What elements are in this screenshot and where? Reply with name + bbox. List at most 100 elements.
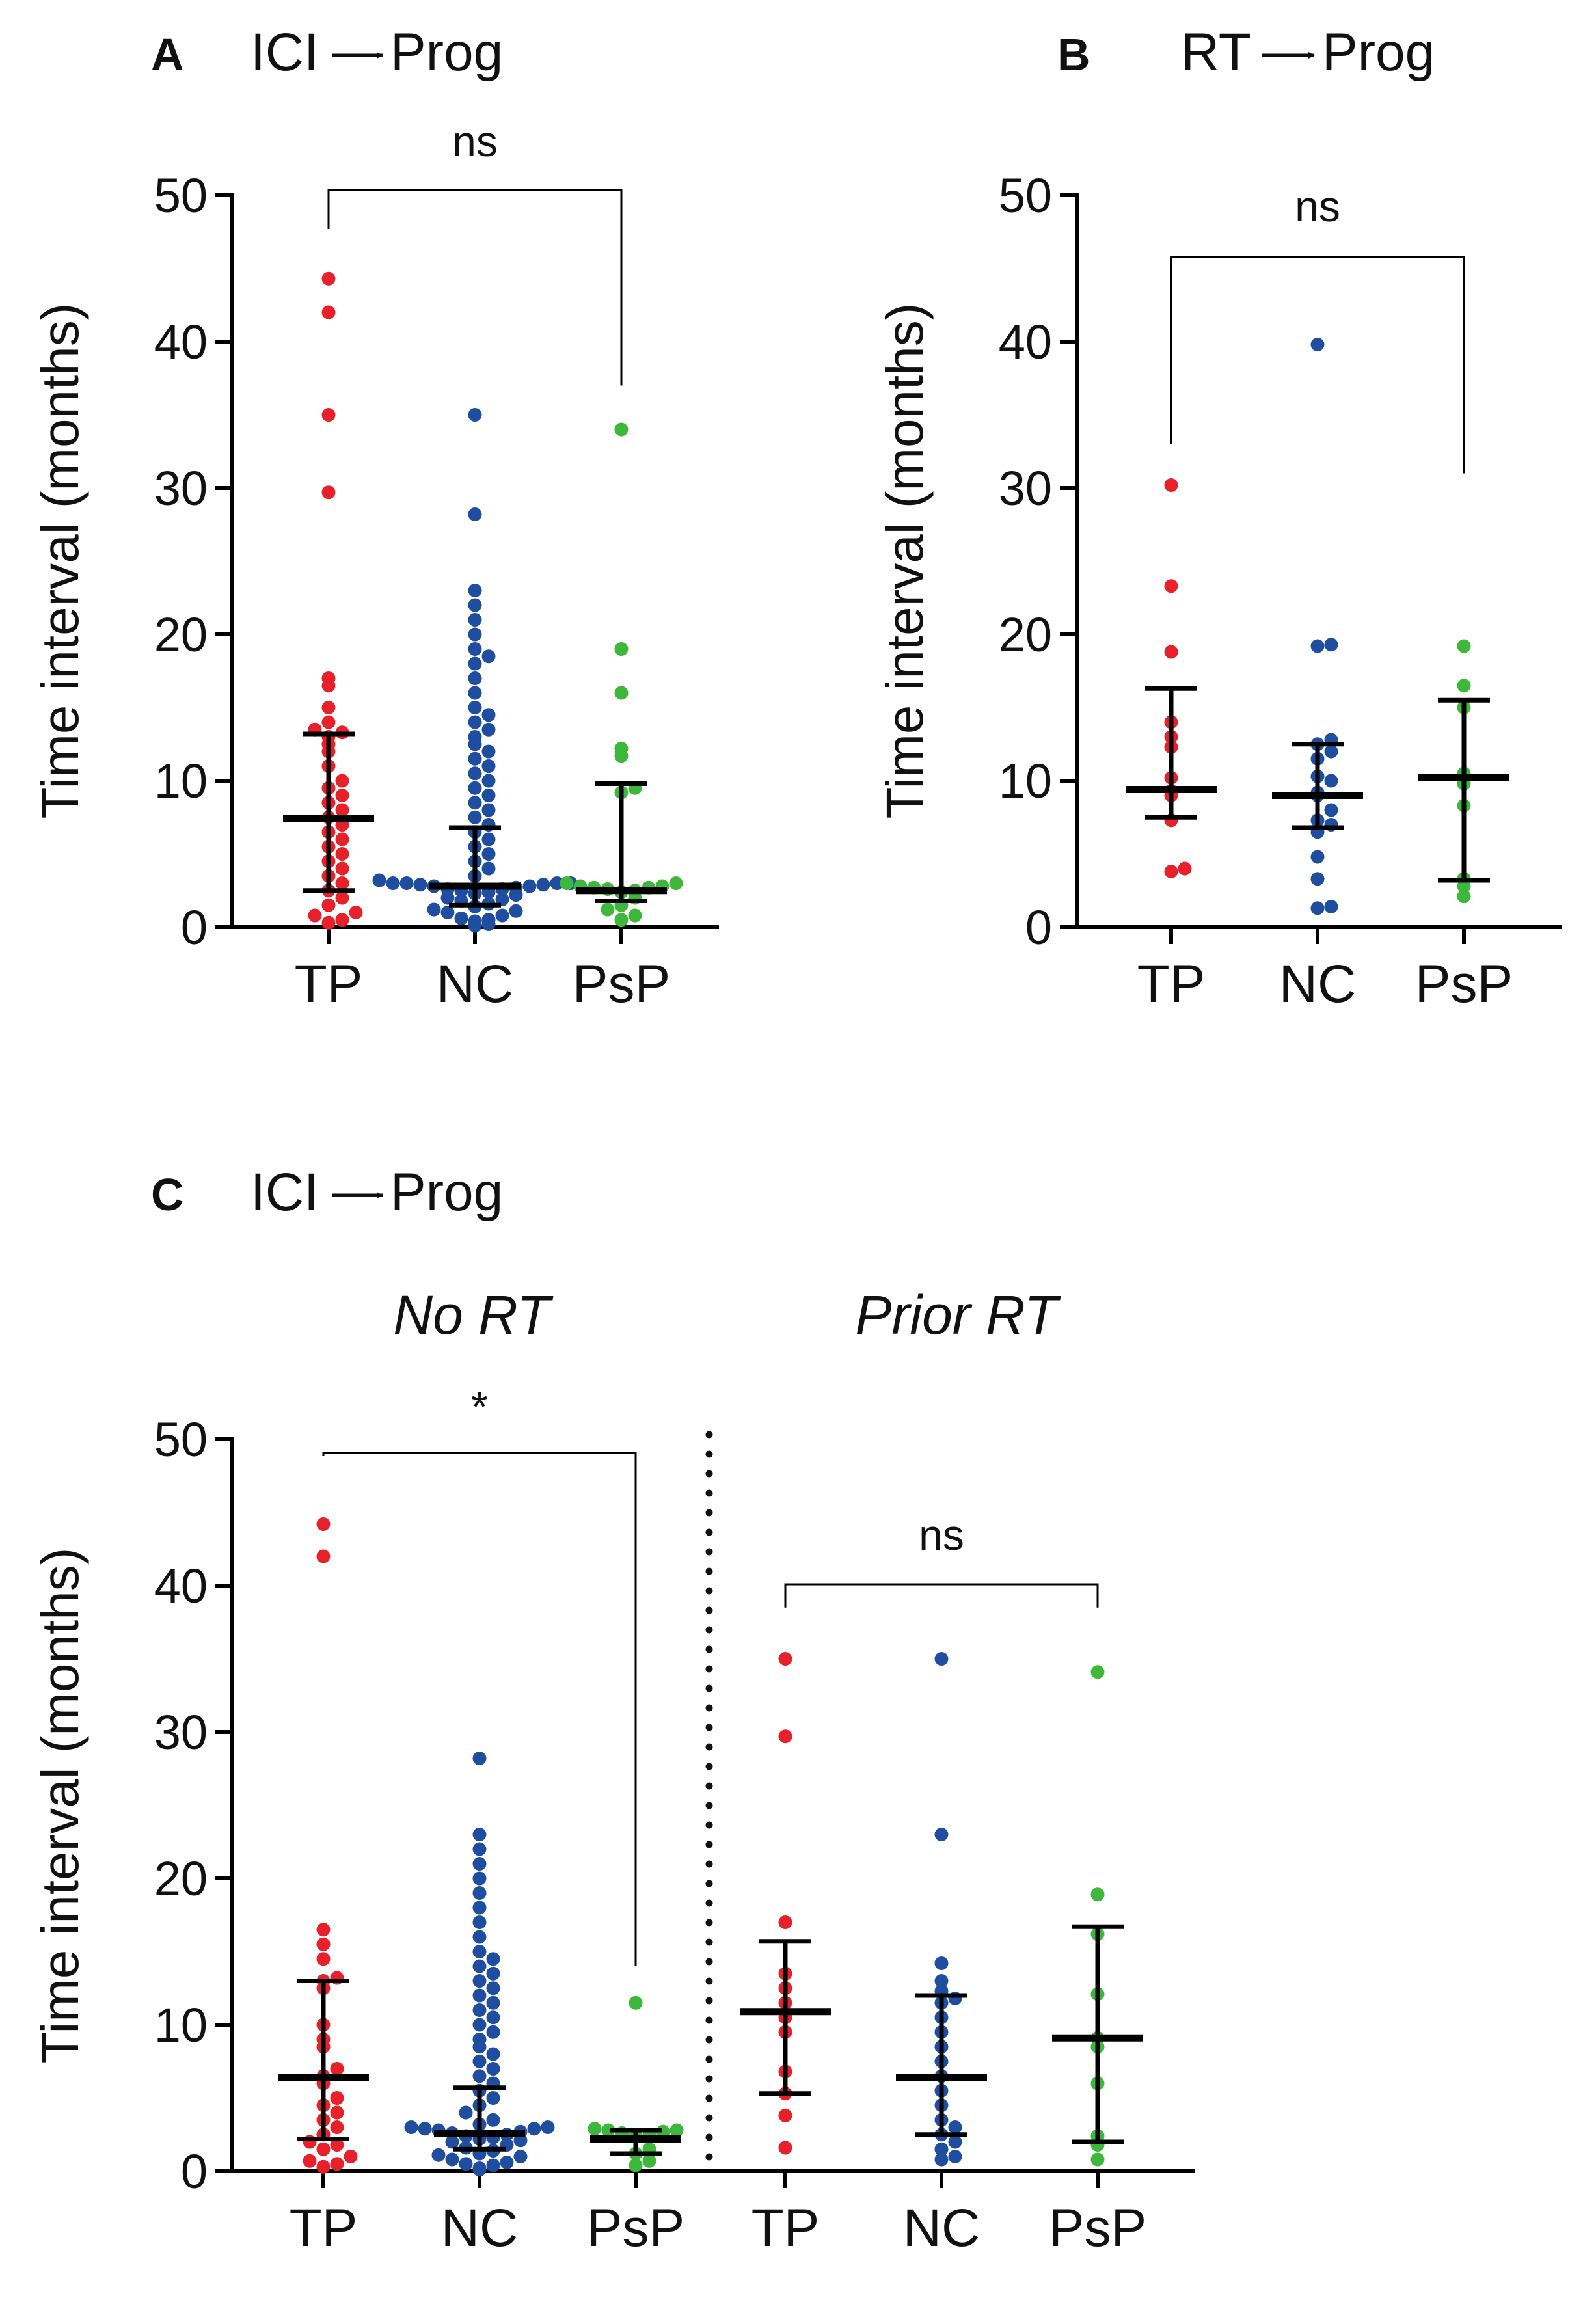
group-psp [1418,639,1509,904]
significance-bracket [327,189,623,386]
data-point [614,642,629,656]
data-point [330,2157,344,2171]
data-point [614,742,629,755]
data-point [335,913,349,927]
data-point [486,1952,500,1966]
data-point [321,715,336,729]
data-point [1310,850,1325,864]
data-point [481,913,496,927]
data-point [541,2120,555,2134]
y-tick-label: 10 [154,754,208,808]
data-point [316,1517,331,1531]
data-point [472,2018,487,2032]
data-point [468,408,482,422]
data-point [330,2138,344,2152]
data-point [472,1945,487,1958]
data-point [472,1842,487,1856]
significance-label: ns [452,117,498,165]
panel-b-title-left: RT [1181,23,1251,82]
panel-b-label: B [1057,29,1090,80]
data-point [481,759,496,773]
data-point [1164,478,1178,492]
data-point [509,904,523,918]
data-point [321,271,336,286]
y-tick-label: 30 [154,1705,208,1759]
data-point [321,915,336,930]
y-tick-label: 20 [999,608,1052,662]
data-point [468,781,482,795]
group-tp [740,1652,831,2155]
data-point [468,686,482,700]
data-point [934,1974,949,1988]
significance-label: ns [919,1511,964,1559]
group-psp [588,1996,684,2172]
data-point [495,908,509,923]
data-point [468,751,482,766]
data-point [404,2120,418,2134]
data-point [321,671,336,685]
y-tick-label: 0 [1025,900,1052,954]
data-point [335,876,349,890]
x-tick-label: NC [441,2199,518,2258]
data-point [486,1966,500,1981]
x-tick-label: PsP [573,954,670,1014]
data-point [316,2159,331,2174]
data-point [486,2047,500,2061]
data-point [486,2158,500,2172]
data-point [948,2135,962,2149]
panel-b-title: B RT Prog [1057,23,1435,82]
x-tick-label: PsP [1415,954,1513,1014]
data-point [601,902,615,917]
data-point [513,2150,528,2163]
data-point [335,803,349,817]
data-point [472,1988,487,2003]
data-point [1310,901,1325,915]
data-point [472,2003,487,2017]
panel-c-title-right: Prog [390,1163,503,1222]
data-point [335,789,349,802]
data-point [321,408,336,422]
data-point [1310,639,1325,653]
y-tick-label: 10 [154,1998,208,2052]
data-point [335,832,349,846]
panel-a-title: A ICI Prog [151,23,503,82]
data-point [316,1549,331,1563]
data-point [614,422,629,437]
x-tick-label: NC [1279,954,1356,1014]
data-point [1457,639,1471,653]
data-point [934,1956,949,1970]
data-point [481,708,496,722]
y-tick-label: 50 [154,169,208,223]
data-point [399,876,414,890]
y-tick-label: 20 [154,1852,208,1906]
y-tick-label: 50 [999,169,1052,223]
data-point [481,774,496,788]
data-point [468,584,482,597]
data-point [486,2025,500,2039]
data-point [472,2069,487,2083]
data-point [1164,579,1178,593]
data-point [778,2141,792,2155]
group-psp [560,422,683,927]
data-point [481,722,496,737]
data-point [330,2062,344,2076]
data-point [522,879,537,893]
data-point [472,2033,487,2046]
y-axis-label: Time interval (months) [31,1548,89,2064]
data-point [778,1652,792,1666]
x-tick-label: NC [437,954,513,1014]
data-point [614,913,629,927]
data-point [486,2062,500,2076]
data-point [459,2157,473,2171]
data-point [1324,638,1338,652]
significance-label: * [471,1383,488,1431]
data-point [486,1981,500,1996]
significance-bracket [1170,256,1465,474]
data-point [468,642,482,656]
data-point [472,1915,487,1929]
data-point [335,891,349,905]
data-point [1324,774,1338,788]
data-point [468,598,482,612]
data-point [481,649,496,664]
data-point [330,2091,344,2105]
